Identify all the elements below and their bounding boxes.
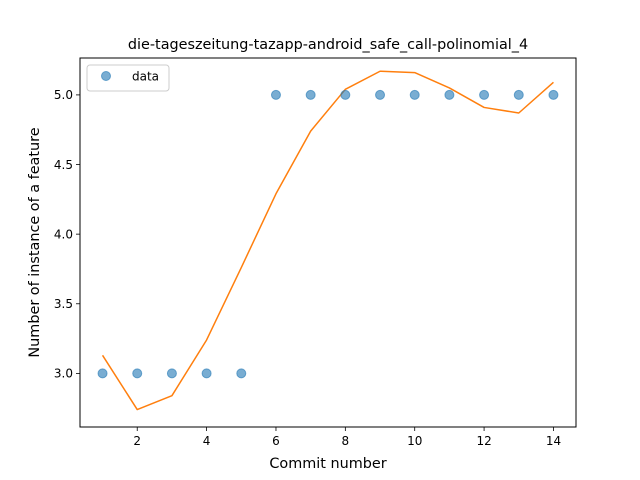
data-point <box>548 89 559 100</box>
x-tick-label: 4 <box>203 434 211 448</box>
legend: data <box>86 64 170 92</box>
data-point <box>132 368 143 379</box>
data-point <box>340 89 351 100</box>
y-tick-label: 3.0 <box>54 367 73 381</box>
chart-title: die-tageszeitung-tazapp-android_safe_cal… <box>128 37 528 53</box>
data-point <box>236 368 247 379</box>
y-tick-label: 5.0 <box>54 88 73 102</box>
x-tick-label: 8 <box>342 434 350 448</box>
data-point <box>270 89 281 100</box>
data-point <box>97 368 108 379</box>
y-tick-label: 4.0 <box>54 227 73 241</box>
data-point <box>201 368 212 379</box>
data-point <box>513 89 524 100</box>
y-tick-label: 4.5 <box>54 158 73 172</box>
data-point <box>479 89 490 100</box>
axis-ticks: 2 4 6 8 10 12 14 3.0 3.5 4.0 4.5 5.0 <box>54 88 561 448</box>
data-point <box>409 89 420 100</box>
axes-frame <box>79 57 577 428</box>
x-tick-label: 2 <box>133 434 141 448</box>
y-axis-label: Number of instance of a feature <box>27 127 43 357</box>
legend-label-data: data <box>132 70 159 84</box>
x-tick-label: 10 <box>407 434 422 448</box>
data-point <box>166 368 177 379</box>
x-tick-label: 6 <box>272 434 280 448</box>
fit-line <box>101 70 554 411</box>
x-tick-label: 14 <box>546 434 561 448</box>
plot-area <box>97 70 559 411</box>
data-point <box>375 89 386 100</box>
legend-marker-data <box>101 71 111 81</box>
data-point <box>305 89 316 100</box>
y-tick-label: 3.5 <box>54 297 73 311</box>
x-axis-label: Commit number <box>269 456 386 472</box>
x-tick-label: 12 <box>476 434 491 448</box>
data-point <box>444 89 455 100</box>
